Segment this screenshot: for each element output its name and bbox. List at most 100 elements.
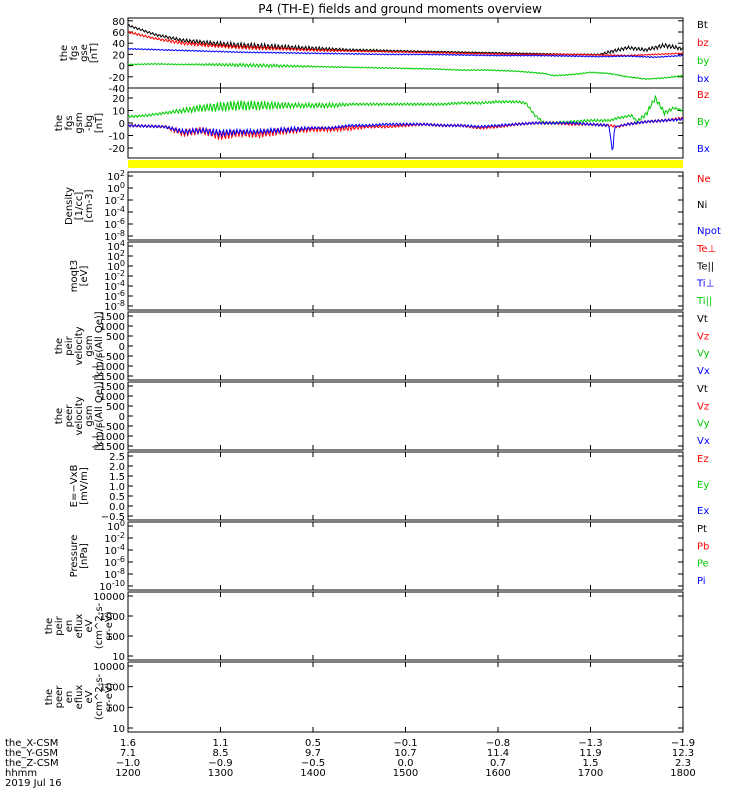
- y-tick-label: −500: [98, 422, 125, 433]
- x-axis-value: 11.9: [579, 748, 601, 759]
- x-axis-value: −1.0: [116, 758, 140, 769]
- legend-vt: Vt: [697, 314, 708, 325]
- panel-frame: [127, 451, 684, 521]
- y-tick-label: −500: [98, 352, 125, 363]
- y-tick-label: 0.0: [109, 502, 125, 513]
- y-tick-label: -20: [109, 73, 125, 84]
- legend-vz: Vz: [697, 331, 709, 342]
- series-line-3: [128, 117, 683, 152]
- y-tick-label: -40: [109, 84, 125, 95]
- legend-pt: Pt: [697, 524, 707, 535]
- legend-vx: Vx: [697, 436, 710, 447]
- x-axis-value: −1.9: [671, 738, 695, 749]
- panel-3: 10210010-210-410-610-8Density[1/cc][cm-3…: [64, 169, 721, 243]
- y-tick-label: −1500: [91, 442, 125, 453]
- y-tick-label: 1500: [100, 382, 125, 393]
- panel-5: 150010005000−500−1000−1500thepeirvelocit…: [54, 311, 710, 383]
- y-tick-label: 40: [112, 39, 125, 50]
- y-axis-label: thepeerenefluxeV(cm^2-s-sr-eV): [44, 673, 115, 720]
- legend-ti: Ti||: [696, 296, 712, 307]
- y-tick-label: 100: [106, 632, 125, 643]
- series-line-4: [128, 62, 683, 81]
- legend-pe: Pe: [697, 559, 709, 570]
- x-axis-date: 2019 Jul 16: [5, 778, 62, 789]
- panel-8: 10010-210-410-610-810-10Pressure[nPa]PtP…: [69, 519, 709, 593]
- legend-bz: Bz: [697, 90, 709, 101]
- y-tick-label: 1000: [100, 612, 125, 623]
- legend-by: By: [697, 117, 710, 128]
- y-tick-label: −1000: [91, 432, 125, 443]
- y-axis-label: thepeirvelocitygsm[km/s(All Qe)]: [54, 311, 105, 380]
- legend-ni: Ni: [697, 200, 707, 211]
- panel-9: 10000 1000 100 10 thepeirenefluxeV(cm^2-s-sr…: [44, 591, 684, 663]
- legend-te: Te||: [696, 261, 714, 272]
- legend-ex: Ex: [697, 506, 709, 517]
- y-tick-label: 2.0: [109, 462, 125, 473]
- x-axis-value: 1500: [393, 768, 418, 779]
- y-tick-label: 10000: [93, 662, 125, 673]
- x-axis-value: 12.3: [672, 748, 694, 759]
- x-axis-value: 8.5: [213, 748, 229, 759]
- y-tick-label: 500: [106, 332, 125, 343]
- legend-by: by: [697, 56, 709, 67]
- x-axis-value: −0.5: [301, 758, 325, 769]
- y-axis-label: Pressure[nPa]: [69, 535, 90, 578]
- legend-ey: Ey: [697, 480, 709, 491]
- y-tick-label: 1000: [100, 322, 125, 333]
- legend-npot: Npot: [697, 226, 721, 237]
- panel-frame: [127, 311, 684, 381]
- legend-vy: Vy: [697, 419, 710, 430]
- y-tick-label: 10: [112, 652, 125, 663]
- x-axis-value: 1300: [208, 768, 233, 779]
- panel-4: 10410210010-210-410-610-8moqt3[eV]Te⊥Te|…: [69, 239, 716, 313]
- legend-vz: Vz: [697, 401, 709, 412]
- legend-vy: Vy: [697, 349, 710, 360]
- series-line-2: [128, 30, 683, 57]
- y-axis-label: thefgsgse[nT]: [59, 43, 100, 63]
- x-axis-value: 1700: [578, 768, 603, 779]
- y-axis-label: thepeirenefluxeV(cm^2-s-sr-eV): [44, 602, 115, 649]
- legend-bt: Bt: [697, 20, 708, 31]
- x-axis-value: 1.6: [120, 738, 136, 749]
- y-tick-label: −1000: [91, 362, 125, 373]
- x-axis-value: 9.7: [305, 748, 321, 759]
- y-tick-label: 500: [106, 402, 125, 413]
- panel-frame: [127, 381, 684, 451]
- x-axis-value: −0.8: [486, 738, 510, 749]
- x-axis-row-label: the_X-CSM: [5, 738, 58, 749]
- x-axis-value: −0.9: [208, 758, 232, 769]
- y-tick-label: 1000: [100, 683, 125, 694]
- y-tick-label: 100: [106, 703, 125, 714]
- series-line-3: [128, 47, 683, 59]
- y-tick-label: 1000: [100, 392, 125, 403]
- x-axis-value: −1.3: [578, 738, 602, 749]
- legend-ez: Ez: [697, 454, 709, 465]
- panels: 806040200-20-40thefgsgse[nT]Btbzbybx2010…: [44, 17, 721, 735]
- y-tick-label: 60: [112, 28, 125, 39]
- y-tick-label: 1.0: [109, 482, 125, 493]
- panel-7: 2.52.01.51.00.50.0−0.5 E=−VxB[mV/m] Ez Ey Ex: [69, 451, 709, 523]
- panel-frame: [127, 521, 684, 591]
- x-axis-value: 0.0: [398, 758, 414, 769]
- y-tick-label: 0: [119, 62, 125, 73]
- y-tick-label: 0: [119, 342, 125, 353]
- legend-ti: Ti⊥: [696, 279, 714, 290]
- legend-pi: Pi: [697, 576, 706, 587]
- x-axis-value: 7.1: [120, 748, 136, 759]
- x-axis-value: 1.1: [213, 738, 229, 749]
- yellow-status-bar: [128, 160, 683, 168]
- y-tick-label: 10000: [93, 592, 125, 603]
- legend-bz: bz: [697, 38, 709, 49]
- legend-pb: Pb: [697, 541, 709, 552]
- legend-vt: Vt: [697, 384, 708, 395]
- y-axis-label: thefgsgsm-bg[nT]: [54, 112, 105, 133]
- x-axis-row-label: the_Y-GSM: [5, 748, 58, 759]
- y-axis-label: Density[1/cc][cm-3]: [64, 187, 95, 225]
- x-axis-value: 11.4: [487, 748, 509, 759]
- y-tick-label: 20: [112, 94, 125, 105]
- y-tick-label: 10-8: [104, 299, 125, 313]
- y-tick-label: -10: [109, 132, 125, 143]
- y-tick-label: 0.5: [109, 492, 125, 503]
